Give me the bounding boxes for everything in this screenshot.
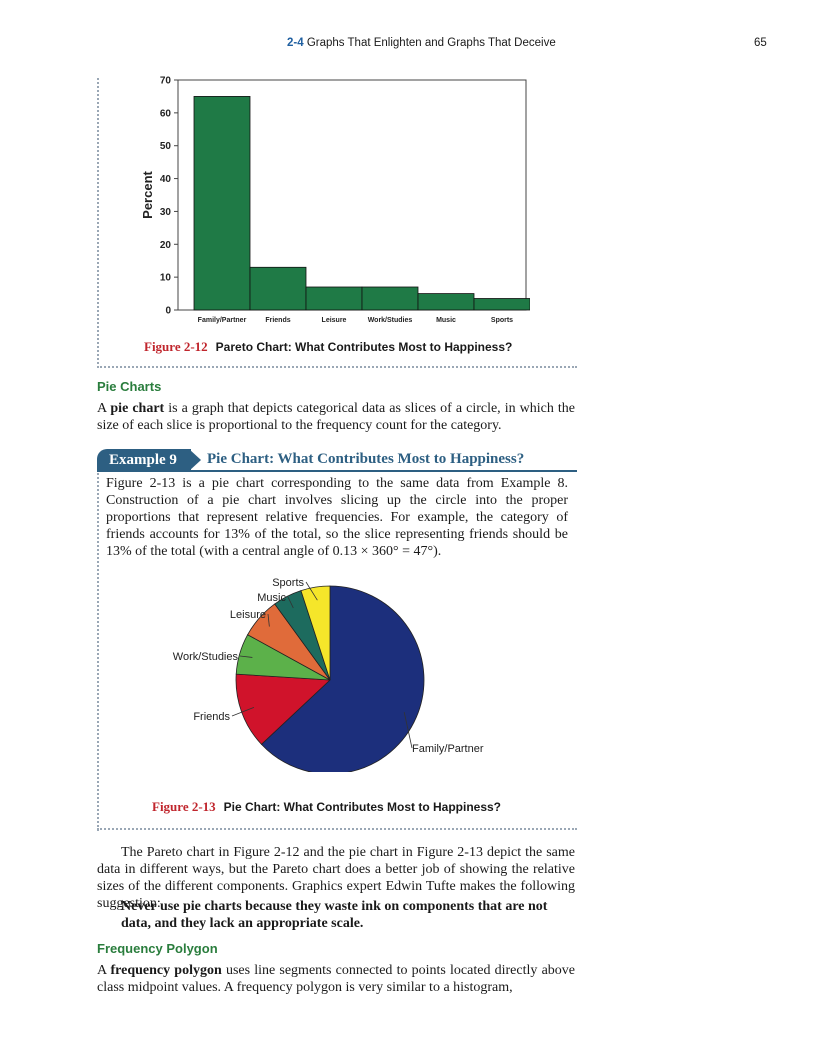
fp-text-end: uses line segments connected to points l… [97,963,575,995]
figure-12-caption: Figure 2-12 Pareto Chart: What Contribute… [144,339,512,355]
pareto-bar-work-studies [361,286,419,311]
badge-arrow-shape [189,449,201,471]
pie-label: Leisure [230,609,266,621]
pareto-bar-music [417,293,475,311]
figure-13-caption: Figure 2-13 Pie Chart: What Contributes M… [152,799,501,815]
pareto-y-tick-label: 20 [160,240,172,251]
pie-charts-heading: Pie Charts [97,379,162,394]
frequency-polygon-definition: A frequency polygon uses line segments c… [97,962,575,996]
pareto-y-tick-label: 30 [160,207,172,218]
pareto-y-tick-label: 10 [160,273,172,284]
pie-leader-line [231,707,255,717]
pareto-bar-friends [249,266,307,311]
pie-leader-line [305,581,318,601]
figure-12-caption-text: Pareto Chart: What Contributes Most to H… [215,340,513,354]
figure-12-label: Figure 2-12 [144,339,208,354]
pareto-x-tick-label: Leisure [322,317,347,324]
frequency-polygon-heading: Frequency Polygon [97,941,218,956]
pie-label: Sports [272,577,304,589]
pie-leader-line [267,613,270,627]
example-9-text: Figure 2-13 is a pie chart corresponding… [106,476,568,559]
pie-leader-line [403,712,413,749]
header-section-title: Graphs That Enlighten and Graphs That De… [306,37,556,49]
pie-label: Family/Partner [412,743,484,755]
figure-13-bottom-border [97,828,577,830]
figure-12-left-border [97,78,99,368]
pie-leader-line [239,655,253,658]
page-number: 65 [754,37,767,49]
pareto-chart: 0 10 20 30 40 50 60 70 Percent Family/Partner Frie… [140,76,530,325]
example-9-badge: Example 9 [97,449,191,472]
pie-label: Friends [193,711,230,723]
pareto-bar-leisure [305,286,363,311]
pareto-y-tick-label: 70 [160,76,172,87]
pareto-x-tick-label: Music [436,317,456,324]
pie-chart: Family/Partner Friends Work/Studies Leisure… [173,577,484,772]
header-title: 2-4 Graphs That Enlighten and Graphs Tha… [287,37,556,49]
pareto-y-tick-label: 40 [160,174,172,185]
pareto-x-tick-label: Friends [265,317,290,324]
definition-text-end: is a graph that depicts categorical data… [97,401,576,433]
tufte-quote: Never use pie charts because they waste … [121,899,548,931]
example-9-title: Pie Chart: What Contributes Most to Happ… [207,451,525,467]
comparison-paragraph: The Pareto chart in Figure 2-12 and the … [97,845,575,911]
pie-chart-term: pie chart [110,401,165,416]
pie-label: Work/Studies [173,651,239,663]
figure-12-bottom-border [97,366,577,368]
pareto-x-tick-label: Sports [491,317,513,324]
definition-text-start: A [97,401,111,416]
pareto-x-tick-label: Work/Studies [368,317,413,324]
example-9-rule [97,470,577,472]
figure-13-caption-text: Pie Chart: What Contributes Most to Happ… [223,800,502,814]
pie-labels: Family/Partner Friends Work/Studies Leisure… [173,577,484,755]
pareto-y-tick-label: 50 [160,141,172,152]
pie-leader-line [287,596,294,609]
header-section-number: 2-4 [287,37,304,49]
pareto-y-tick-label: 60 [160,108,172,119]
frequency-polygon-term: frequency polygon [110,963,222,978]
pareto-bars [193,96,530,311]
example-9-left-border [97,473,99,831]
figure-13-label: Figure 2-13 [152,799,216,814]
example-9-banner: Example 9 Pie Chart: What Contributes Mo… [97,449,577,472]
pareto-bar-sports [473,298,530,311]
pareto-x-tick-label: Family/Partner [198,317,247,324]
pie-chart-definition: A pie chart is a graph that depicts cate… [97,400,575,434]
pareto-labels: 0 10 20 30 40 50 60 70 Percent Family/Partner Frie… [140,76,513,325]
pareto-bar-family-partner [193,96,251,311]
fp-text-start: A [97,963,111,978]
pareto-y-axis-label: Percent [140,170,155,218]
pie-label: Music [257,592,286,604]
pie-slice-family-partner [260,585,425,772]
pie-slices [235,585,425,772]
pie-slice-sports [300,585,331,681]
pareto-y-tick-label: 0 [165,306,171,317]
